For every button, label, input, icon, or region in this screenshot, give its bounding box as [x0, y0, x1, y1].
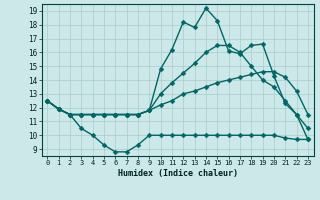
X-axis label: Humidex (Indice chaleur): Humidex (Indice chaleur) — [118, 169, 237, 178]
